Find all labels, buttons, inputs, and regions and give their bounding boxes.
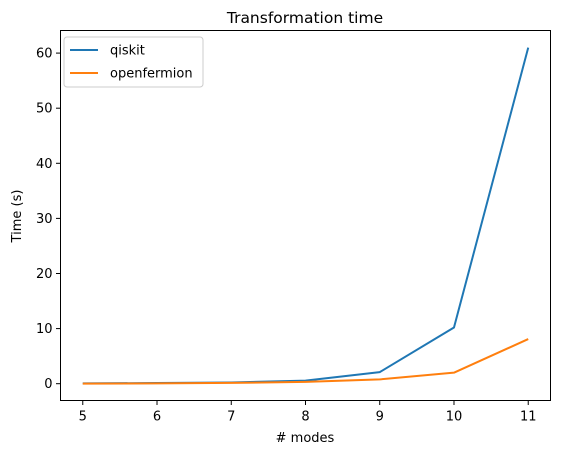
x-tick-label: 11 [520,410,537,425]
series-line-qiskit [82,47,530,385]
y-tick-label: 50 [36,102,53,117]
y-tick-label: 20 [36,267,53,282]
x-tick-label: 9 [376,410,384,425]
x-tick-label: 8 [301,410,309,425]
y-tick-label: 40 [36,157,53,172]
y-tick-label: 30 [36,212,53,227]
x-axis-label: # modes [276,431,335,446]
legend-label-qiskit: qiskit [110,44,145,59]
y-tick-label: 10 [36,322,53,337]
plot-frame [60,30,551,401]
y-axis-label: Time (s) [10,190,25,244]
series-layer [82,47,530,385]
x-tick-label: 6 [153,410,161,425]
y-axis-ticks: 0 10 20 30 40 50 60 [36,47,61,392]
legend: qiskit openfermion [63,36,204,88]
y-tick-label: 60 [36,47,53,62]
x-axis-ticks: 5 6 7 8 9 10 11 [79,400,537,425]
legend-box [63,36,204,88]
x-tick-label: 7 [227,410,235,425]
y-tick-label: 0 [44,377,52,392]
chart-title: Transformation time [226,9,383,27]
x-tick-label: 5 [79,410,87,425]
x-tick-label: 10 [446,410,463,425]
series-line-openfermion [82,338,529,385]
legend-label-openfermion: openfermion [110,67,193,82]
